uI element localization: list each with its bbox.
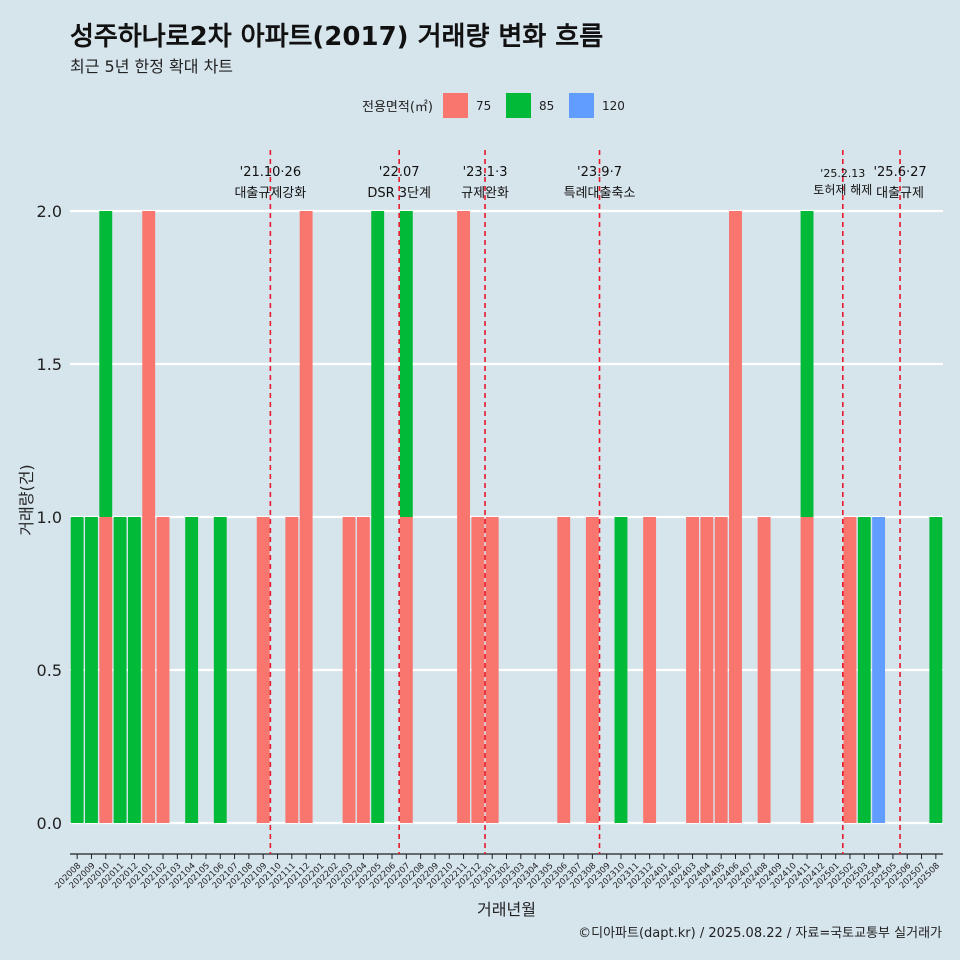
- bar-75-202109: [256, 517, 270, 823]
- y-tick-label: 1.0: [37, 508, 62, 527]
- source-caption: ©디아파트(dapt.kr) / 2025.08.22 / 자료=국토교통부 실…: [578, 926, 942, 941]
- y-tick-label: 1.5: [37, 355, 62, 374]
- bar-75-202010: [99, 517, 113, 823]
- event-label: 대출규제강화: [234, 186, 306, 201]
- bar-85-202010: [99, 211, 113, 517]
- bar-75-202312: [643, 517, 657, 823]
- bar-85-202104: [185, 517, 199, 823]
- bar-85-202310: [614, 517, 628, 823]
- event-date: '23.9·7: [577, 165, 622, 180]
- bar-75-202203: [342, 517, 356, 823]
- event-date: '25.2.13: [820, 167, 865, 180]
- event-date: '25.6·27: [873, 165, 926, 180]
- event-date: '22.07: [379, 165, 420, 180]
- event-label: DSR 3단계: [367, 186, 431, 201]
- bar-75-202306: [557, 517, 571, 823]
- bar-85-202011: [113, 517, 127, 823]
- event-date: '23.1·3: [463, 165, 508, 180]
- y-tick-label: 0.0: [37, 814, 62, 833]
- event-date: '21.10·26: [240, 165, 301, 180]
- bar-75-202406: [729, 211, 742, 823]
- chart-subtitle: 최근 5년 한정 확대 차트: [70, 57, 234, 76]
- bar-75-202405: [714, 517, 728, 823]
- legend-label-85: 85: [538, 98, 555, 113]
- legend-label-75: 75: [475, 98, 492, 113]
- legend-swatch-120: [568, 93, 594, 118]
- x-axis-title: 거래년월: [477, 900, 536, 919]
- bar-75-202308: [585, 517, 599, 823]
- bar-75-202404: [700, 517, 714, 823]
- bar-75-202411: [800, 517, 814, 823]
- event-label: 대출규제: [876, 186, 924, 201]
- bar-75-202101: [142, 211, 156, 823]
- chart-title: 성주하나로2차 아파트(2017) 거래량 변화 흐름: [70, 22, 604, 52]
- bar-85-202503: [857, 517, 871, 823]
- bar-75-202112: [299, 211, 313, 823]
- bar-85-202207: [399, 211, 413, 517]
- bar-85-202012: [127, 517, 141, 823]
- legend-swatch-85: [505, 93, 531, 118]
- bar-75-202502: [843, 517, 857, 823]
- bar-75-202102: [156, 517, 170, 823]
- y-tick-label: 2.0: [37, 202, 62, 221]
- bar-75-202408: [757, 517, 771, 823]
- legend-item-120: 120: [568, 93, 626, 118]
- legend-item-85: 85: [505, 93, 563, 118]
- y-axis-title: 거래량(건): [17, 464, 36, 535]
- event-label: 특례대출축소: [564, 186, 636, 201]
- bar-75-202403: [686, 517, 699, 823]
- legend-title: 전용면적(㎡): [362, 100, 433, 115]
- bar-85-202106: [213, 517, 227, 823]
- event-label: 토허제 해제: [813, 183, 872, 197]
- legend-swatch-75: [442, 93, 468, 118]
- event-label: 규제완화: [461, 186, 509, 201]
- bar-75-202111: [285, 517, 299, 823]
- bar-85-202508: [929, 517, 943, 823]
- bar-85-202008: [70, 517, 84, 823]
- bar-120-202504: [872, 517, 886, 823]
- legend-label-120: 120: [601, 98, 625, 113]
- bar-85-202205: [371, 211, 385, 823]
- y-tick-label: 0.5: [37, 661, 62, 680]
- bar-85-202411: [800, 211, 814, 517]
- legend: 전용면적(㎡) 75 85 120: [362, 93, 632, 118]
- bar-75-202207: [399, 517, 413, 823]
- legend-item-75: 75: [442, 93, 500, 118]
- bar-75-202212: [471, 517, 485, 823]
- bar-75-202204: [356, 517, 370, 823]
- bar-75-202301: [485, 517, 499, 823]
- bar-75-202211: [457, 211, 471, 823]
- bar-85-202009: [85, 517, 98, 823]
